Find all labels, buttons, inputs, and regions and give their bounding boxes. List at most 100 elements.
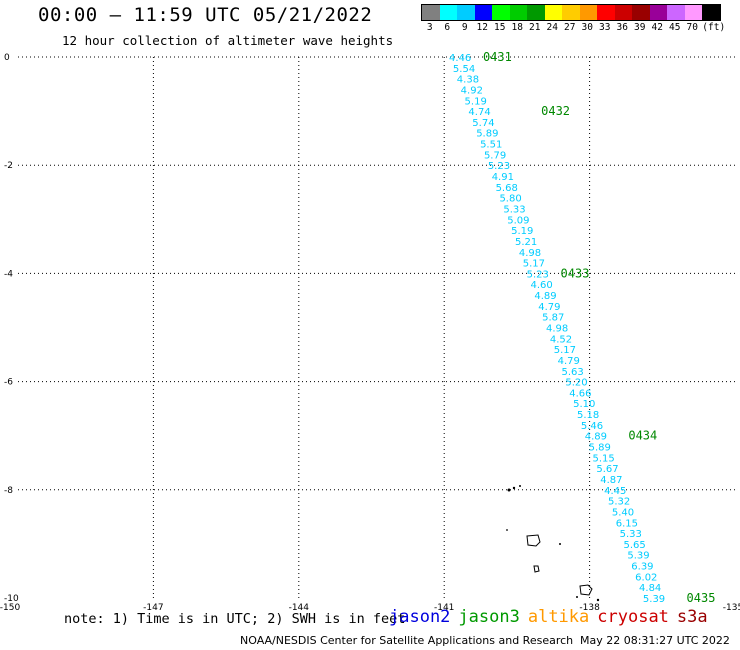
wave-height-label: 5.20 [565,378,587,389]
legend-swatch [702,5,720,20]
wave-height-label: 5.32 [608,497,630,508]
y-tick-label: -2 [4,161,13,171]
wave-height-label: 5.18 [577,410,599,421]
wave-height-label: 5.89 [589,443,611,454]
legend-label: 15 [494,22,506,33]
wave-height-label: 5.80 [499,194,521,205]
legend-label: 42 [651,22,663,33]
wave-height-label: 4.38 [457,75,479,86]
x-tick-label: -138 [579,603,600,613]
pass-time-label: 0432 [541,104,570,118]
map-grid: -150 -147 -144 -141 -138 -135 0 -2 -4 -6 -8 -10 [0,53,740,613]
legend-label: 21 [529,22,541,33]
wave-height-label: 4.91 [492,172,514,183]
wave-height-label: 5.65 [624,540,646,551]
pass-time-label: 0431 [483,50,512,64]
wave-height-label: 4.52 [550,334,572,345]
x-tick-label: -147 [143,603,163,613]
altimeter-track: 4.465.544.384.925.194.745.745.895.515.79… [449,53,665,605]
satellite-legend-item: altika [527,607,590,627]
note-text: note: 1) Time is in UTC; 2) SWH is in fe… [64,611,406,627]
wave-height-label: 5.09 [507,215,529,226]
satellite-legend-item: jason3 [458,607,520,627]
legend-label: 33 [599,22,611,33]
legend-label: 24 [546,22,558,33]
wave-height-label: 5.17 [554,345,576,356]
wave-height-label: 5.39 [643,594,665,605]
wave-height-label: 5.15 [593,453,615,464]
footer-credit: NOAA/NESDIS Center for Satellite Applica… [240,634,574,647]
wave-height-label: 4.84 [639,583,661,594]
wave-height-label: 4.87 [600,475,622,486]
color-scale-labels: 3 6 9 12 15 18 21 24 27 30 33 36 39 42 45 70 (ft) [421,21,725,33]
wave-height-label: 5.19 [511,226,533,237]
wave-height-label: 5.21 [515,237,537,248]
wave-height-label: 5.46 [581,421,603,432]
wave-height-label: 5.23 [488,161,510,172]
y-tick-label: -10 [4,594,19,604]
legend-swatch [422,5,440,20]
wave-height-label: 5.17 [523,259,545,270]
y-tick-label: -6 [4,378,13,388]
legend-swatch [614,5,632,20]
satellite-legend-item: s3a [676,607,708,627]
wave-height-label: 6.15 [616,518,638,529]
satellite-legend: jason2 jason3 altika cryosat s3a [389,607,716,627]
pass-time-label: 0434 [628,429,657,443]
pass-time-label: 0435 [687,591,716,605]
legend-label: 12 [476,22,488,33]
legend-swatch [649,5,667,20]
wave-height-label: 4.74 [468,107,490,118]
legend-label: 30 [581,22,593,33]
x-tick-label: -135 [723,603,740,613]
page-title: 00:00 – 11:59 UTC 05/21/2022 [38,4,373,26]
wave-height-label: 5.89 [476,129,498,140]
legend-label: 27 [564,22,576,33]
legend-swatch [667,5,685,20]
wave-height-label: 6.39 [631,562,653,573]
y-tick-label: 0 [4,53,10,63]
wave-height-label: 5.39 [627,551,649,562]
wave-height-label: 5.23 [527,269,549,280]
wave-height-label: 4.89 [534,291,556,302]
wave-height-label: 5.68 [496,183,518,194]
pass-time-labels: 0431 0432 0433 0434 0435 [483,50,715,605]
wave-height-label: 4.98 [519,248,541,259]
wave-height-label: 6.02 [635,572,657,583]
island-dot [512,486,516,490]
legend-label: 36 [616,22,628,33]
satellite-legend-item: cryosat [597,607,669,627]
legend-swatch [597,5,615,20]
legend-label: 6 [444,22,451,33]
wave-height-label: 5.19 [465,96,487,107]
island-dot [596,598,600,602]
legend-label: 70 [686,22,698,33]
island-outline [526,534,541,547]
pass-time-label: 0433 [561,266,590,280]
island-dot [559,543,561,545]
color-scale-bar [421,4,721,21]
legend-swatch [474,5,492,20]
legend-label: 45 [669,22,681,33]
legend-swatch [579,5,597,20]
legend-swatch [457,5,475,20]
island-outline [533,565,540,573]
island-outlines [506,485,600,602]
legend-swatch [632,5,650,20]
island-outline [579,584,593,596]
legend-label: 39 [634,22,646,33]
legend-swatch [527,5,545,20]
wave-height-label: 5.63 [561,367,583,378]
legend-label: 3 [426,22,433,33]
y-tick-label: -4 [4,269,13,279]
island-dot [519,485,521,487]
wave-height-label: 5.54 [453,64,475,75]
wave-height-label: 5.40 [612,507,634,518]
wave-height-label: 5.79 [484,150,506,161]
wave-height-label: 4.98 [546,324,568,335]
island-dot [576,596,578,598]
legend-label: (ft) [702,22,726,33]
wave-height-label: 4.66 [569,388,591,399]
wave-height-label: 5.67 [596,464,618,475]
